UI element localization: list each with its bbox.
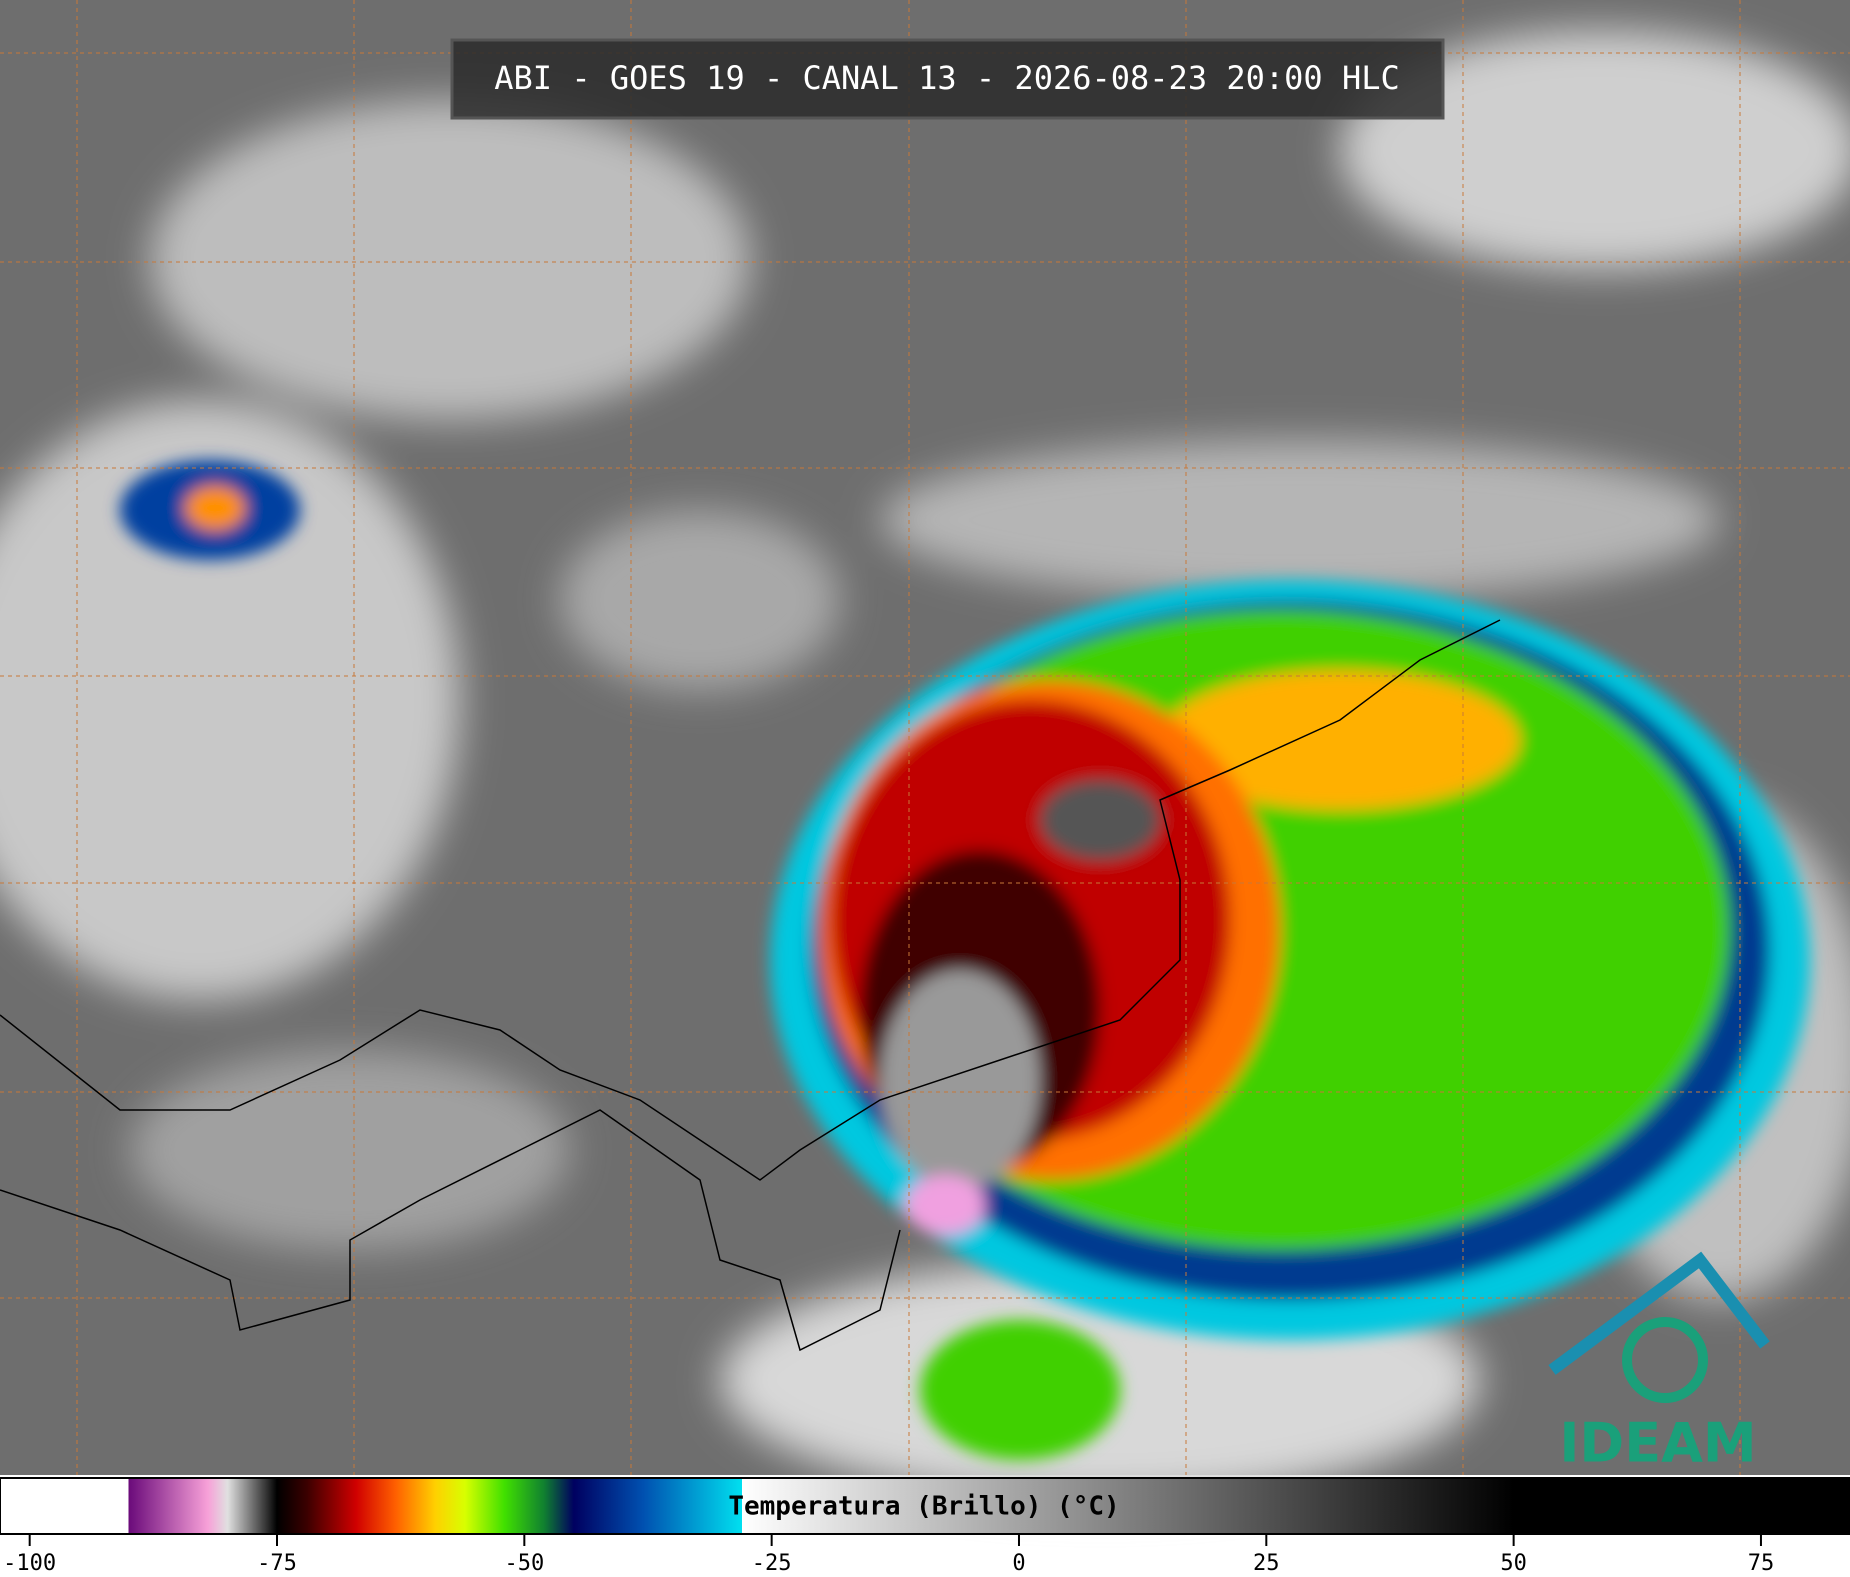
colorbar-tick-label: 25 bbox=[1253, 1551, 1280, 1576]
colorbar-label: Temperatura (Brillo) (°C) bbox=[728, 1492, 1119, 1522]
colorbar-tick-label: -25 bbox=[752, 1551, 792, 1576]
title: ABI - GOES 19 - CANAL 13 - 2026-08-23 20… bbox=[494, 59, 1399, 97]
graticule bbox=[0, 0, 1850, 1475]
colorbar-tick-label: -100 bbox=[3, 1551, 56, 1576]
colorbar-tick-label: 75 bbox=[1748, 1551, 1775, 1576]
title-box bbox=[450, 38, 1445, 120]
storm bbox=[120, 460, 1810, 1460]
coastline bbox=[0, 619, 1501, 1352]
logo: IDEAM bbox=[1548, 1251, 1770, 1475]
logo-text: IDEAM bbox=[1559, 1412, 1756, 1475]
colorbar-tick-label: -50 bbox=[504, 1551, 544, 1576]
colorbar-tick-label: 0 bbox=[1012, 1551, 1025, 1576]
colorbar-tick-label: 50 bbox=[1500, 1551, 1527, 1576]
colorbar-tick-label: -75 bbox=[257, 1551, 297, 1576]
colorbar bbox=[0, 1477, 1850, 1535]
